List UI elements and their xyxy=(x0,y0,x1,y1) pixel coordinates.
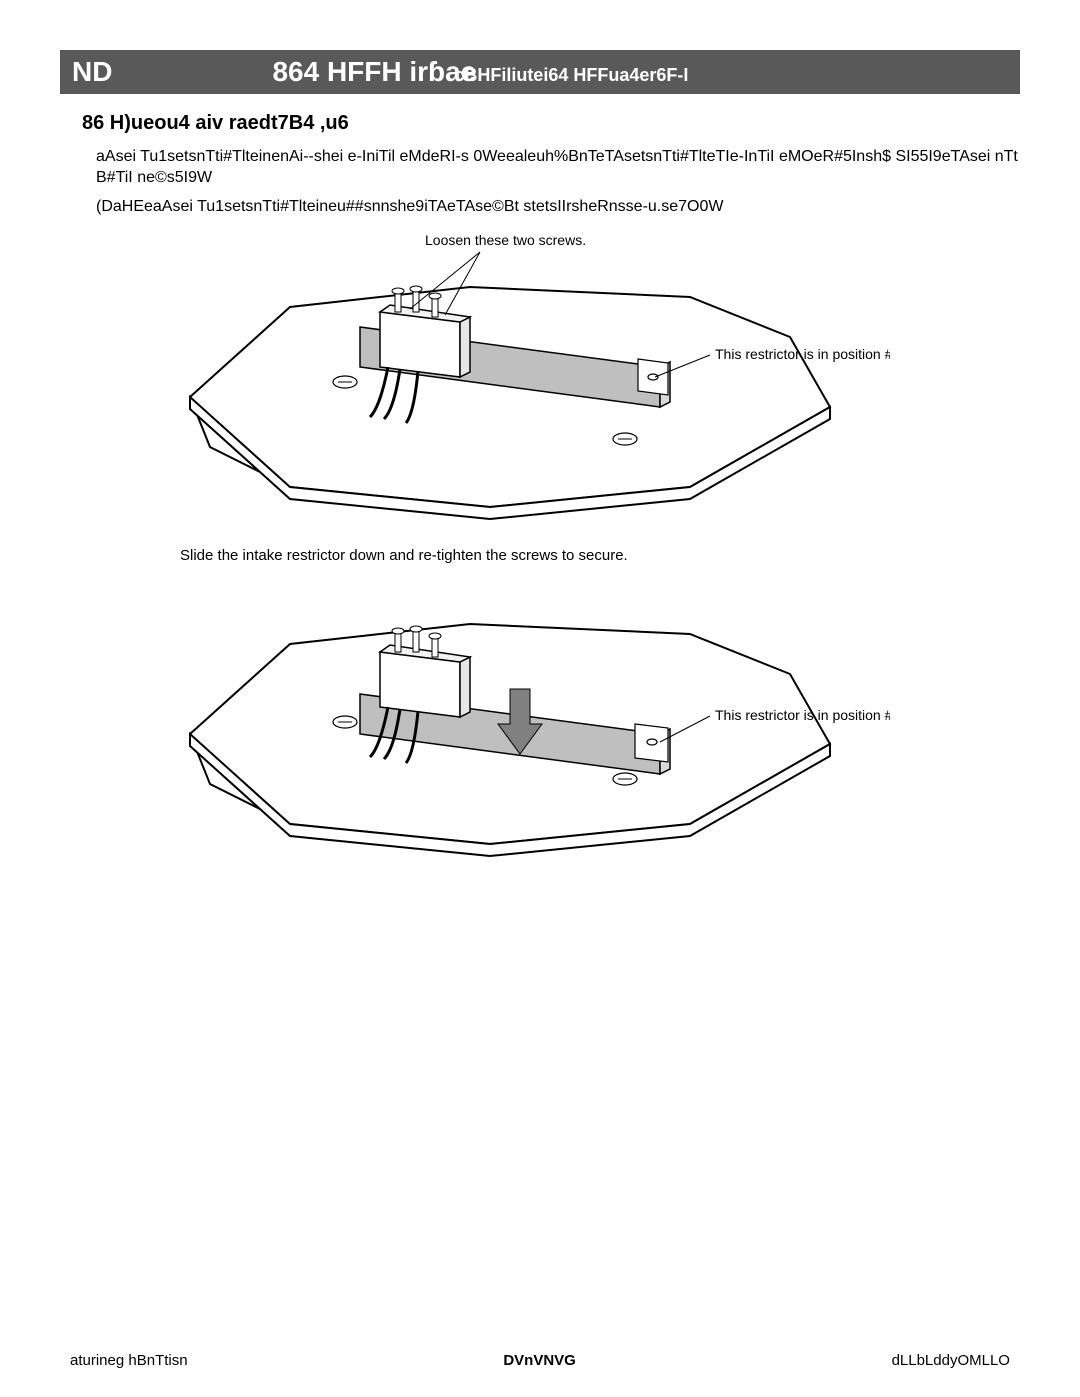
figure-1: Loosen these two screws. This restrictor… xyxy=(170,227,890,527)
fig1-label-top: Loosen these two screws. xyxy=(425,232,586,248)
header-left: ND xyxy=(72,56,112,88)
footer-center: DVnVNVG xyxy=(503,1352,576,1369)
header-mid: 864 HFFH irɓae xyxy=(272,56,476,88)
footer: aturineg hBnTtisn DVnVNVG dLLbLddyOMLLO xyxy=(70,1352,1010,1369)
header-bar: ND 864 HFFH irɓae cBHFiliutei64 HFFua4er… xyxy=(60,50,1020,94)
caption-mid: Slide the intake restrictor down and re-… xyxy=(180,547,1020,564)
header-right: cBHFiliutei64 HFFua4er6F-I xyxy=(454,65,688,86)
footer-right: dLLbLddyOMLLO xyxy=(892,1352,1010,1369)
paragraph-1: aAsei Tu1setsnTti#TlteinenAi--shei e-Ini… xyxy=(96,147,1020,189)
fig2-label-right: This restrictor is in position # 2. xyxy=(715,707,890,723)
section-title: 86 H)ueou4 aiv raedt7B4 ,u6 xyxy=(82,112,1020,135)
figure-2: This restrictor is in position # 2. xyxy=(170,574,890,874)
paragraph-2: (DaHEeaAsei Tu1setsnTti#Tlteineu##snnshe… xyxy=(96,197,1020,218)
fig1-label-right: This restrictor is in position # 1. xyxy=(715,346,890,362)
footer-left: aturineg hBnTtisn xyxy=(70,1352,188,1369)
